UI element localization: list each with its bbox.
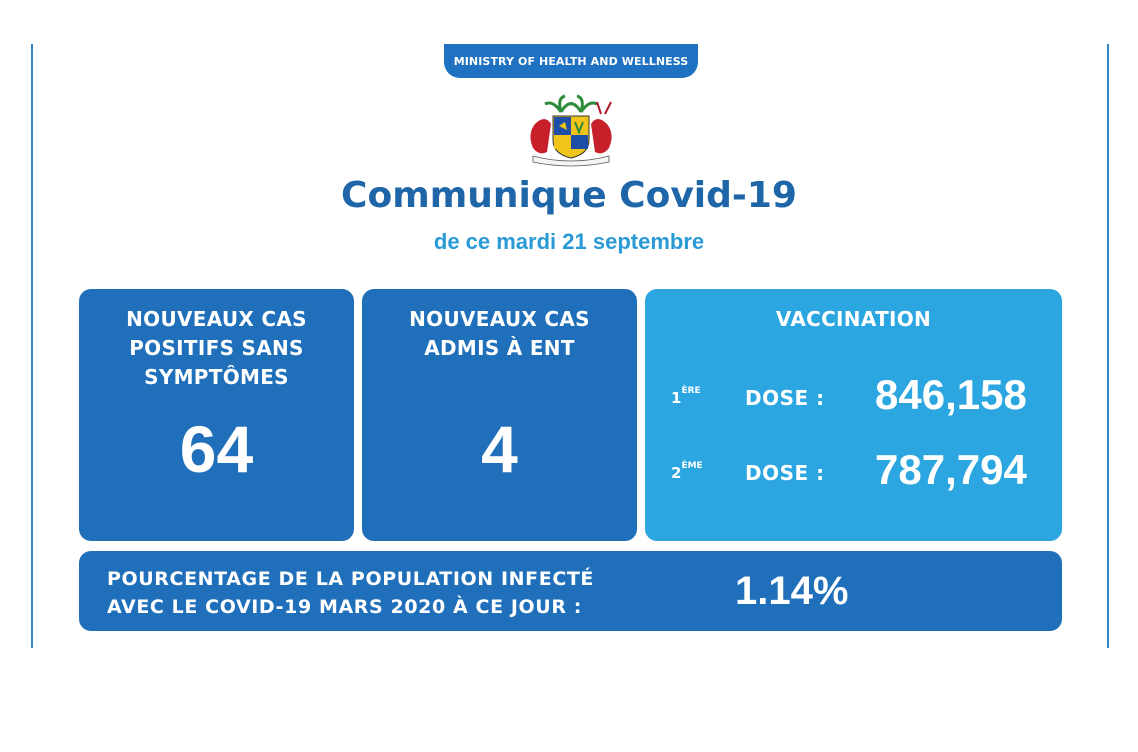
asymptomatic-cases-card: NOUVEAUX CAS POSITIFS SANS SYMPTÔMES 64 (79, 289, 354, 541)
ent-admissions-value: 4 (481, 412, 518, 486)
second-dose-row: 2ÈME DOSE : 787,794 (645, 446, 1062, 496)
ministry-banner: MINISTRY OF HEALTH AND WELLNESS (444, 44, 698, 78)
asymptomatic-cases-heading: NOUVEAUX CAS POSITIFS SANS SYMPTÔMES (126, 307, 307, 389)
infected-percentage-value: 1.14% (735, 569, 849, 613)
coat-of-arms-icon (530, 94, 612, 167)
first-dose-value: 846,158 (875, 371, 1027, 418)
ent-admissions-heading: NOUVEAUX CAS ADMIS À ENT (409, 307, 590, 360)
vaccination-card: VACCINATION 1ÈRE DOSE : 846,158 2ÈME DOS… (645, 289, 1062, 541)
vaccination-heading: VACCINATION (775, 307, 932, 331)
second-dose-ordinal: 2ÈME (671, 461, 703, 482)
page-title: Communique Covid-19 (341, 175, 797, 216)
first-dose-label: DOSE : (745, 386, 825, 410)
infected-percentage-bar: POURCENTAGE DE LA POPULATION INFECTÉ AVE… (79, 551, 1062, 631)
page-date: de ce mardi 21 septembre (433, 229, 705, 254)
second-dose-value: 787,794 (875, 446, 1027, 493)
infected-percentage-label: POURCENTAGE DE LA POPULATION INFECTÉ AVE… (107, 568, 595, 618)
ministry-name: MINISTRY OF HEALTH AND WELLNESS (453, 54, 689, 68)
first-dose-row: 1ÈRE DOSE : 846,158 (645, 371, 1062, 421)
second-dose-label: DOSE : (745, 461, 825, 485)
asymptomatic-cases-value: 64 (179, 412, 254, 486)
first-dose-ordinal: 1ÈRE (671, 386, 701, 407)
ent-admissions-card: NOUVEAUX CAS ADMIS À ENT 4 (362, 289, 637, 541)
